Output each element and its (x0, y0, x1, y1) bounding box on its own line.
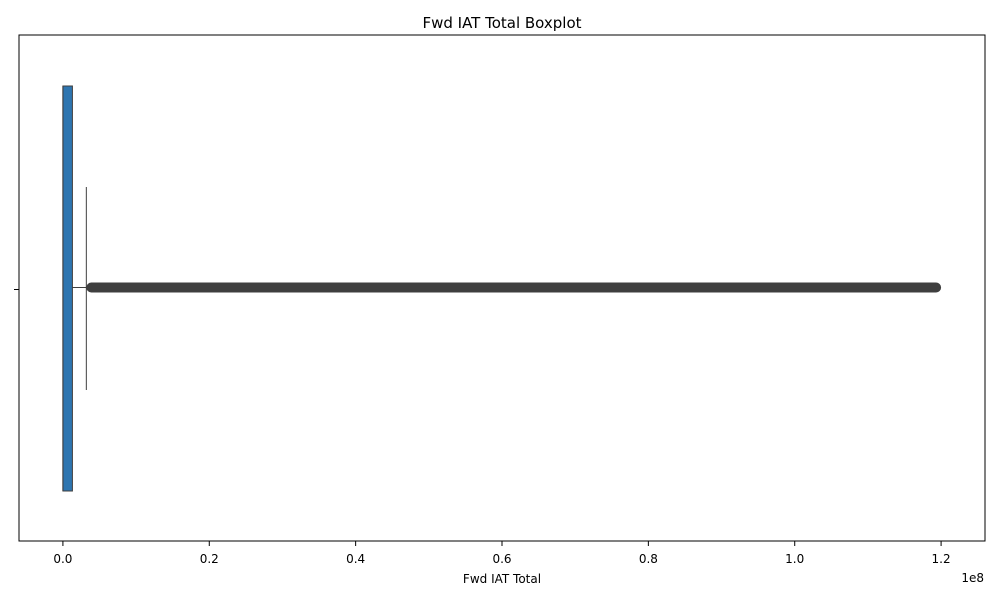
x-tick-label: 1.2 (932, 552, 951, 566)
x-tick-label: 0.0 (53, 552, 72, 566)
axis-multiplier-label: 1e8 (961, 571, 984, 585)
x-axis: 0.0 0.2 0.4 0.6 0.8 1.0 1.2 (53, 541, 951, 566)
x-tick-label: 1.0 (785, 552, 804, 566)
x-tick-label: 0.4 (346, 552, 365, 566)
chart-title: Fwd IAT Total Boxplot (422, 14, 581, 32)
x-tick-label: 0.6 (492, 552, 511, 566)
plot-area (62, 85, 942, 492)
x-axis-label: Fwd IAT Total (463, 572, 541, 586)
x-tick-label: 0.2 (200, 552, 219, 566)
iqr-box (62, 85, 73, 492)
outlier-points (86, 282, 942, 293)
x-tick-label: 0.8 (639, 552, 658, 566)
